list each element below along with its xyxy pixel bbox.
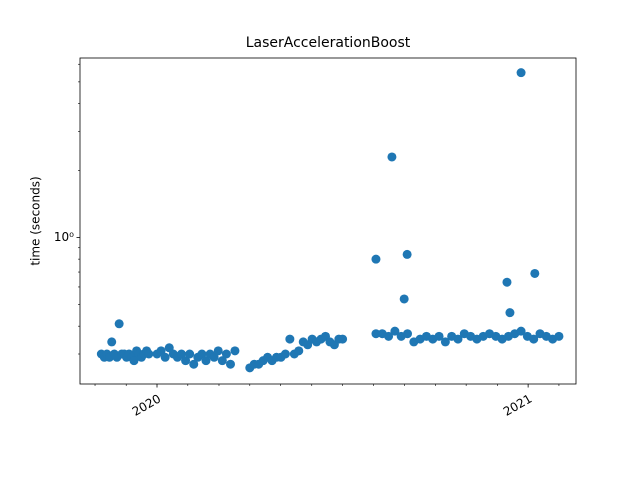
point — [129, 356, 139, 366]
point — [201, 356, 211, 366]
point — [181, 356, 191, 366]
point — [516, 326, 526, 336]
point — [505, 308, 515, 318]
point — [384, 331, 394, 341]
y-axis-label: time (seconds) — [29, 176, 43, 265]
point — [209, 352, 219, 362]
point — [453, 334, 463, 344]
plot-frame — [79, 57, 577, 385]
point — [285, 334, 295, 344]
point — [144, 349, 154, 359]
point — [403, 329, 413, 339]
point — [390, 326, 400, 336]
point — [516, 68, 526, 78]
point — [114, 319, 124, 329]
point — [371, 254, 381, 264]
point — [387, 152, 397, 162]
point — [399, 294, 409, 304]
point — [402, 249, 412, 259]
point — [529, 334, 539, 344]
point — [185, 349, 195, 359]
y-tick-label: 10⁰ — [54, 230, 74, 244]
chart-title: LaserAccelerationBoost — [246, 35, 411, 51]
point — [107, 337, 117, 347]
point — [221, 349, 231, 359]
point — [156, 346, 166, 356]
point — [225, 359, 235, 369]
point — [197, 349, 207, 359]
point — [280, 349, 290, 359]
point — [530, 268, 540, 278]
point — [554, 331, 564, 341]
point — [177, 349, 187, 359]
point — [371, 329, 381, 339]
point — [213, 346, 223, 356]
point — [434, 331, 444, 341]
point — [502, 277, 512, 287]
point — [217, 356, 227, 366]
point — [338, 334, 348, 344]
point — [189, 359, 199, 369]
point — [160, 352, 170, 362]
point — [294, 346, 304, 356]
point — [230, 346, 240, 356]
point — [440, 337, 450, 347]
